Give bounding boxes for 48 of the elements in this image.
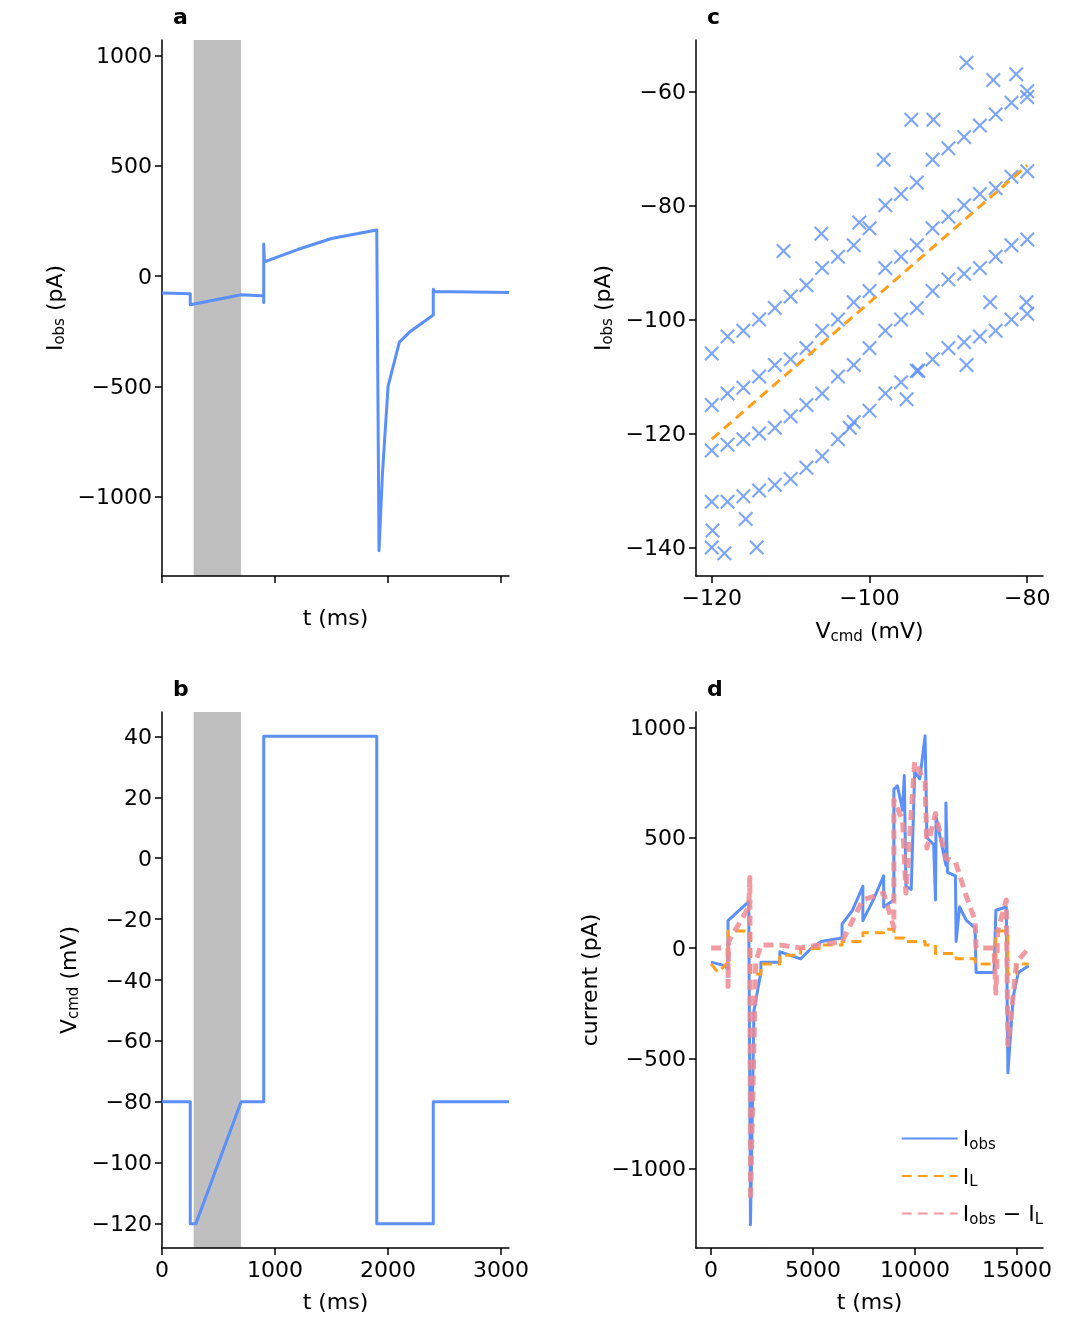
y-tick-label: −500 [625, 1045, 686, 1071]
line-series [160, 228, 511, 553]
y-tick-label: −80 [105, 1089, 152, 1115]
chart-title: a [173, 3, 188, 29]
chart-title: c [707, 3, 721, 29]
chart-title: b [173, 675, 189, 701]
x-tick-label: 3000 [473, 1256, 530, 1282]
y-tick-label: 1000 [630, 714, 686, 740]
y-axis-title: Iobs (pA) [41, 264, 69, 352]
x-axis-title: t (ms) [836, 1288, 903, 1314]
y-tick-label: 40 [124, 723, 152, 749]
chart-title: d [707, 675, 723, 701]
x-tick-label: 0 [155, 1256, 169, 1282]
x-tick-label: 0 [704, 1256, 719, 1282]
y-tick-label: 1000 [96, 42, 152, 68]
x-axis-title: t (ms) [302, 1288, 369, 1314]
y-tick-label: −500 [91, 373, 152, 399]
y-tick-label: 0 [138, 845, 152, 871]
y-tick-label: 0 [138, 263, 152, 289]
y-tick-label: −120 [625, 420, 686, 446]
y-tick-label: −60 [105, 1028, 152, 1054]
y-axis-title: Iobs (pA) [589, 264, 617, 352]
x-tick-label: −120 [681, 584, 742, 610]
x-tick-label: 10000 [880, 1256, 951, 1282]
y-tick-label: 20 [124, 784, 152, 810]
y-axis-title: Vcmd (mV) [55, 925, 83, 1035]
line-series [709, 927, 1031, 976]
y-tick-label: −140 [625, 534, 686, 560]
y-tick-label: −100 [91, 1150, 152, 1176]
x-tick-label: 15000 [982, 1256, 1053, 1282]
y-tick-label: 500 [110, 153, 152, 179]
y-tick-label: −60 [639, 78, 686, 104]
y-tick-label: −20 [105, 906, 152, 932]
x-tick-label: 5000 [785, 1256, 842, 1282]
y-tick-label: −1000 [77, 484, 152, 510]
y-tick-label: −120 [91, 1211, 152, 1237]
y-tick-label: −40 [105, 967, 152, 993]
y-tick-label: −1000 [611, 1156, 686, 1182]
y-tick-label: −100 [625, 306, 686, 332]
x-tick-label: −80 [1004, 584, 1051, 610]
x-tick-label: 1000 [247, 1256, 304, 1282]
y-tick-label: 500 [644, 825, 686, 851]
x-axis-title: t (ms) [302, 604, 369, 630]
x-tick-label: −100 [839, 584, 900, 610]
y-axis-title: current (pA) [577, 913, 603, 1047]
y-tick-label: −80 [639, 192, 686, 218]
x-tick-label: 2000 [360, 1256, 417, 1282]
y-tick-label: 0 [672, 935, 686, 961]
